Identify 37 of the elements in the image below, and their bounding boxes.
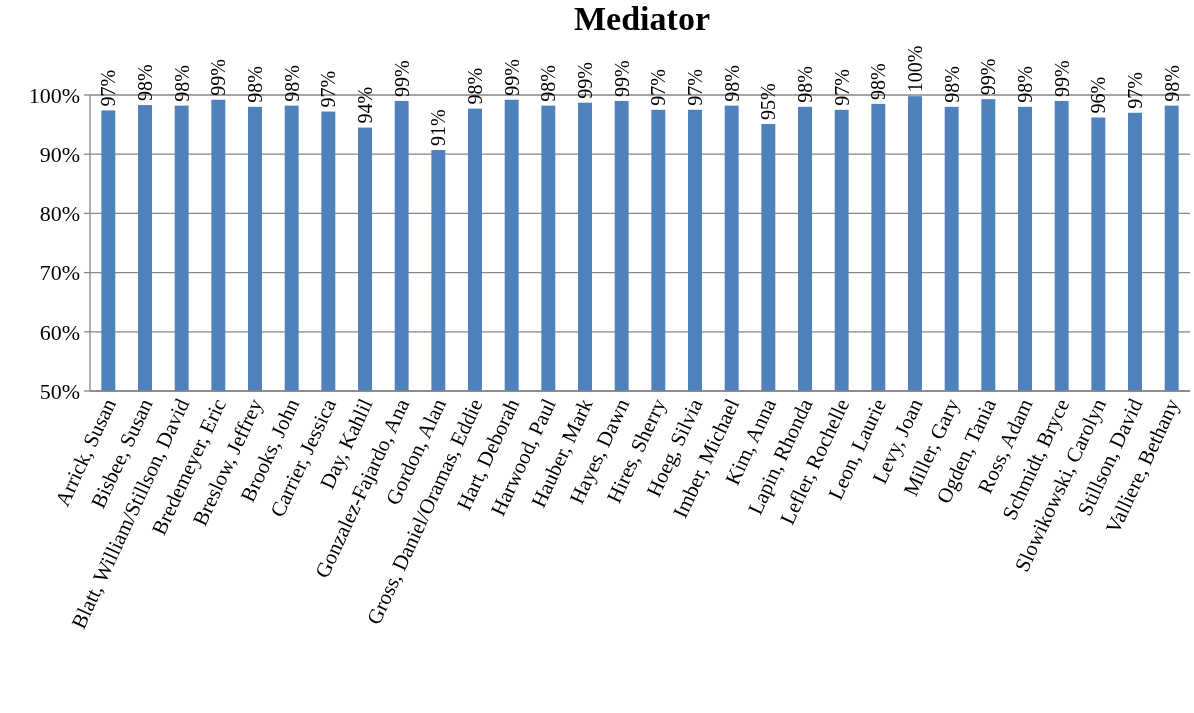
data-label: 97% [684, 69, 706, 106]
data-label: 99% [500, 59, 523, 96]
data-label: 99% [207, 59, 230, 96]
data-label: 98% [940, 66, 963, 103]
data-label: 97% [647, 69, 670, 106]
data-label: 91% [427, 109, 450, 147]
y-tick-label: 80% [39, 201, 80, 227]
y-tick-label: 90% [39, 141, 80, 167]
data-label: 98% [464, 67, 486, 105]
y-tick-label: 60% [39, 319, 80, 345]
data-label: 98% [867, 63, 890, 100]
y-tick-label: 70% [39, 260, 80, 286]
data-label: 98% [1014, 66, 1036, 103]
data-label: 97% [830, 69, 853, 106]
data-label: 100% [904, 45, 926, 93]
data-label: 96% [1087, 76, 1110, 114]
data-label: 97% [1124, 72, 1146, 109]
data-label: 99% [977, 58, 1000, 96]
data-label: 99% [610, 60, 633, 97]
data-label: 94% [354, 86, 376, 124]
data-label: 98% [244, 66, 266, 103]
data-label: 95% [757, 83, 780, 121]
data-label: 98% [280, 64, 303, 102]
data-label: 99% [1050, 60, 1073, 97]
data-label: 98% [1160, 64, 1183, 102]
data-label: 99% [390, 60, 413, 97]
data-label: 97% [97, 69, 120, 107]
data-label: 98% [720, 64, 743, 102]
data-label: 98% [134, 64, 156, 102]
data-label: 98% [537, 64, 560, 102]
y-tick-label: 100% [28, 82, 80, 108]
data-label: 99% [574, 62, 596, 99]
data-label: 97% [317, 70, 340, 108]
chart-title: Mediator [574, 0, 710, 37]
data-label: 98% [170, 64, 193, 102]
y-tick-label: 50% [39, 378, 80, 404]
data-label: 98% [794, 66, 816, 103]
